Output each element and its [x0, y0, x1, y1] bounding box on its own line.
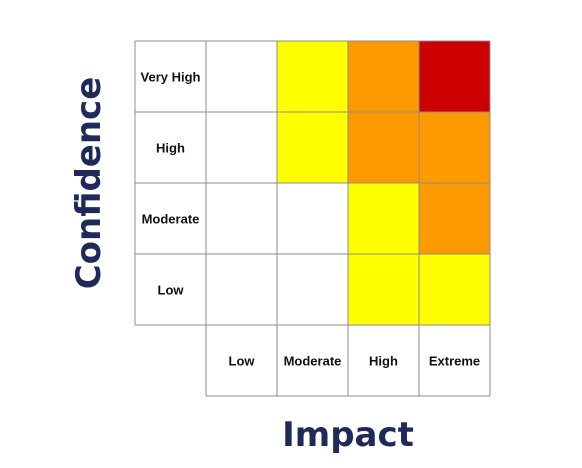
- y-tick-label: Low: [158, 283, 185, 298]
- matrix-cell: [419, 41, 490, 112]
- matrix-cell: [277, 41, 348, 112]
- matrix-gridlines: [134, 40, 491, 397]
- matrix-cell: [206, 183, 277, 254]
- y-tick-label: Moderate: [142, 212, 200, 227]
- matrix-cell: [348, 41, 419, 112]
- x-axis-title: Impact: [282, 415, 414, 455]
- matrix-cell: [277, 254, 348, 325]
- x-tick-label: Low: [229, 354, 256, 369]
- matrix-cell: [206, 112, 277, 183]
- tick-labels: Very High High Moderate Low Low Moderate High E…: [141, 70, 481, 369]
- x-tick-label: Moderate: [284, 354, 342, 369]
- matrix-cell: [348, 254, 419, 325]
- matrix-cell: [206, 41, 277, 112]
- y-tick-label: High: [156, 141, 185, 156]
- matrix-cell: [277, 183, 348, 254]
- x-tick-label: High: [369, 354, 398, 369]
- matrix-cell: [348, 183, 419, 254]
- matrix-cells: [206, 41, 490, 325]
- matrix-cell: [348, 112, 419, 183]
- matrix-cell: [419, 254, 490, 325]
- x-tick-label: Extreme: [429, 354, 480, 369]
- matrix-cell: [419, 183, 490, 254]
- matrix-cell: [277, 112, 348, 183]
- matrix-cell: [206, 254, 277, 325]
- y-axis-title: Confidence: [69, 77, 109, 290]
- y-tick-label: Very High: [141, 70, 201, 85]
- matrix-cell: [419, 112, 490, 183]
